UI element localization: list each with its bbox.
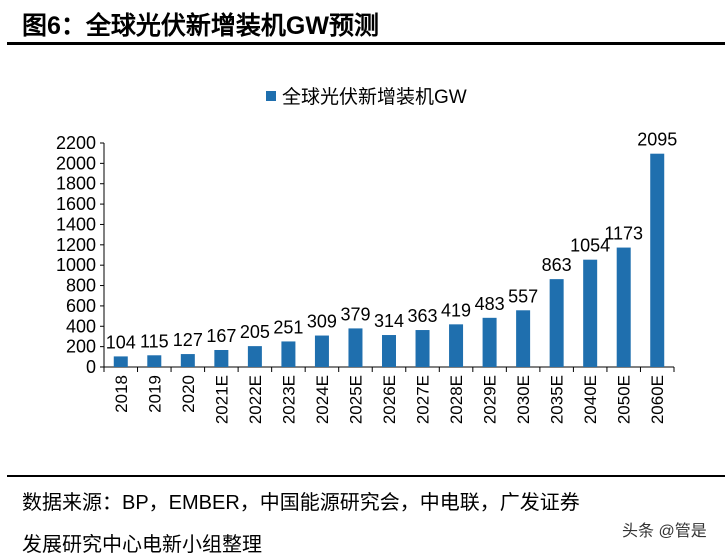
y-tick-label: 1000: [56, 255, 96, 275]
data-label: 314: [374, 311, 404, 331]
data-label: 1054: [570, 236, 610, 256]
x-tick-label: 2027E: [414, 375, 433, 424]
x-tick-label: 2023E: [279, 375, 298, 424]
chart-legend: 全球光伏新增装机GW: [266, 82, 467, 109]
x-tick-label: 2060E: [648, 375, 667, 424]
data-label: 419: [441, 300, 471, 320]
data-label: 167: [206, 326, 236, 346]
bar-2026E: [382, 335, 396, 367]
data-label: 127: [173, 330, 203, 350]
y-tick-label: 200: [66, 337, 96, 357]
legend-label: 全球光伏新增装机GW: [282, 87, 467, 108]
data-label: 205: [240, 322, 270, 342]
x-tick-label: 2025E: [346, 375, 365, 424]
y-tick-label: 1200: [56, 235, 96, 255]
bar-2030E: [516, 310, 531, 367]
data-label: 863: [542, 255, 572, 275]
y-tick-label: 1600: [56, 194, 96, 214]
bar-2022E: [247, 346, 262, 367]
y-tick-label: 1800: [56, 174, 96, 194]
bar-2060E: [650, 153, 665, 367]
data-label: 251: [273, 317, 303, 337]
x-tick-label: 2035E: [548, 375, 567, 424]
watermark: 头条 @管是: [622, 523, 707, 540]
bar-2035E: [549, 279, 564, 367]
bar-chart: 0200400600800100012001400160018002000220…: [56, 130, 677, 424]
data-label: 309: [307, 312, 337, 332]
y-tick-label: 800: [66, 276, 96, 296]
x-tick-label: 2020: [179, 375, 198, 413]
bar-2025E: [348, 328, 363, 367]
x-tick-label: 2029E: [481, 375, 500, 424]
data-label: 557: [508, 286, 538, 306]
bar-2018: [113, 356, 128, 367]
y-tick-label: 2000: [56, 153, 96, 173]
y-tick-label: 400: [66, 316, 96, 336]
bar-2019: [147, 355, 162, 367]
x-tick-label: 2030E: [514, 375, 533, 424]
bar-2020: [180, 354, 195, 367]
x-tick-label: 2050E: [615, 375, 634, 424]
x-tick-label: 2026E: [380, 375, 399, 424]
y-tick-label: 0: [86, 357, 96, 377]
data-label: 483: [475, 294, 505, 314]
bar-2024E: [314, 335, 329, 367]
x-tick-label: 2019: [145, 375, 164, 413]
bar-2023E: [281, 341, 296, 367]
y-tick-label: 2200: [56, 133, 96, 153]
bar-2021E: [214, 349, 229, 367]
data-label: 1173: [604, 224, 643, 244]
x-tick-label: 2040E: [581, 375, 600, 424]
top-divider: [7, 42, 725, 45]
data-label: 115: [140, 331, 169, 351]
y-tick-label: 1400: [56, 214, 96, 234]
bar-2040E: [583, 259, 598, 367]
source-line-1: 数据来源：BP，EMBER，中国能源研究会，中电联，广发证券: [22, 492, 580, 514]
bar-2029E: [482, 317, 497, 367]
x-tick-label: 2021E: [212, 375, 231, 424]
legend-swatch: [266, 90, 276, 101]
x-tick-label: 2022E: [246, 375, 265, 424]
figure-title: 图6：全球光伏新增装机GW预测: [22, 12, 379, 40]
source-line-2: 发展研究中心电新小组整理: [22, 534, 262, 556]
x-tick-label: 2018: [112, 375, 131, 413]
x-tick-label: 2024E: [313, 375, 332, 424]
bar-2027E: [415, 330, 430, 367]
x-tick-label: 2028E: [447, 375, 466, 424]
data-label: 2095: [637, 130, 677, 150]
y-tick-label: 600: [66, 296, 96, 316]
bar-2028E: [449, 324, 464, 367]
data-label: 363: [408, 306, 438, 326]
data-label: 379: [340, 304, 370, 324]
bar-2050E: [616, 247, 631, 367]
data-label: 104: [106, 332, 136, 352]
bottom-divider: [7, 475, 725, 477]
